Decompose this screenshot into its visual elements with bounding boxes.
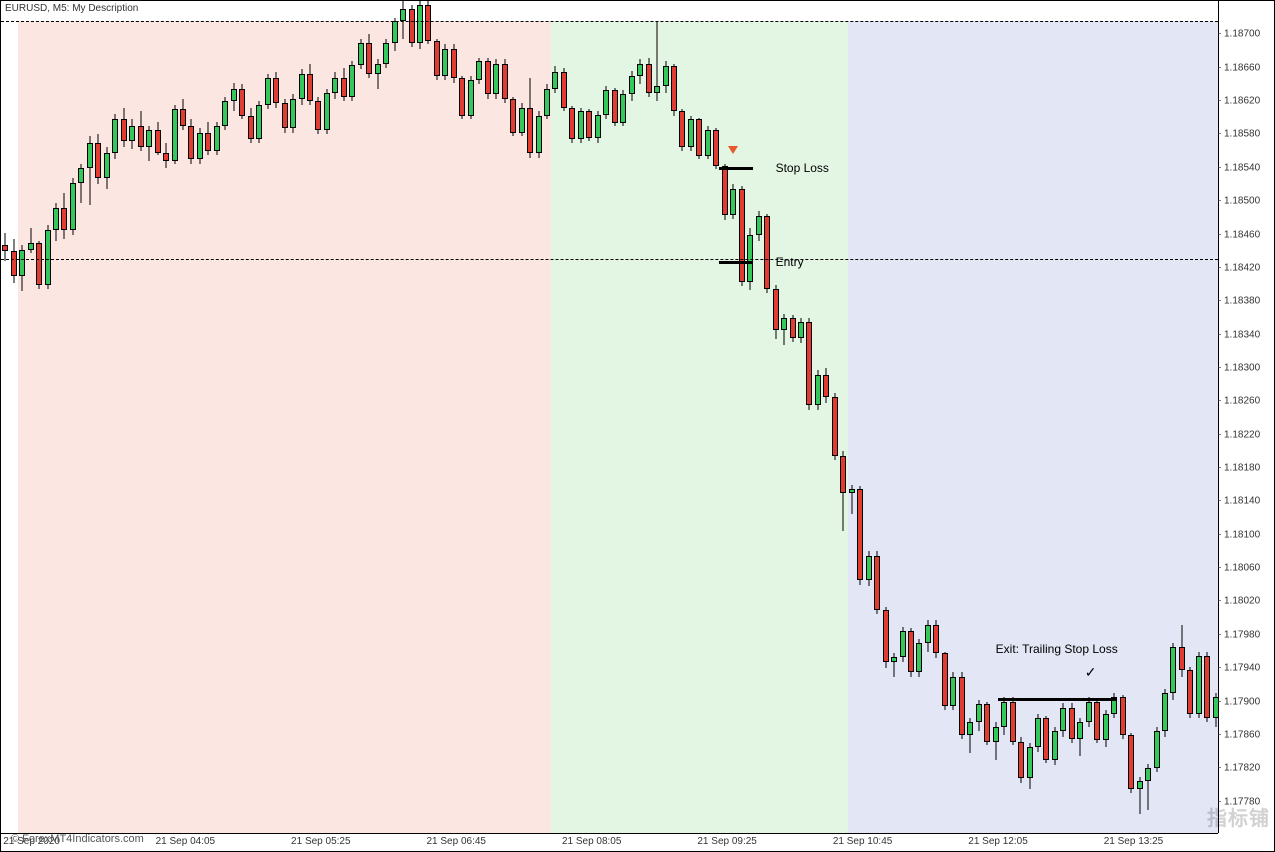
plot-area[interactable]: 1.187161.18431Stop LossEntryExit: Traili… — [1, 1, 1218, 833]
watermark: 指标铺 — [1207, 802, 1270, 831]
x-tick: 21 Sep 09:25 — [697, 836, 757, 847]
x-axis: 21 Sep 202021 Sep 04:0521 Sep 05:2521 Se… — [1, 833, 1218, 851]
y-tick: 1.18500 — [1218, 196, 1274, 207]
y-tick: 1.18620 — [1218, 96, 1274, 107]
x-tick: 21 Sep 12:05 — [968, 836, 1028, 847]
y-tick: 1.17860 — [1218, 729, 1274, 740]
x-tick: 21 Sep 13:25 — [1104, 836, 1164, 847]
y-tick: 1.18020 — [1218, 596, 1274, 607]
annotation-label: Stop Loss — [776, 161, 829, 175]
y-tick: 1.18580 — [1218, 129, 1274, 140]
chart-container: 1.187161.18431Stop LossEntryExit: Traili… — [0, 0, 1275, 852]
y-tick: 1.18700 — [1218, 29, 1274, 40]
y-tick: 1.18140 — [1218, 496, 1274, 507]
y-tick: 1.17900 — [1218, 696, 1274, 707]
y-tick: 1.18540 — [1218, 162, 1274, 173]
y-axis: 1.18700 1.18660 1.18620 1.18580 1.18540 1.185… — [1218, 1, 1274, 833]
check-icon: ✓ — [1085, 664, 1097, 681]
chart-title: EURUSD, M5: My Description — [5, 3, 138, 14]
y-tick: 1.18100 — [1218, 529, 1274, 540]
level-marker — [719, 261, 753, 264]
y-tick: 1.17820 — [1218, 763, 1274, 774]
y-tick: 1.18220 — [1218, 429, 1274, 440]
y-tick: 1.18060 — [1218, 563, 1274, 574]
horizontal-line — [1, 21, 1218, 22]
level-marker — [998, 698, 1117, 701]
signal-arrow-down-icon — [728, 146, 738, 154]
y-tick: 1.17980 — [1218, 629, 1274, 640]
y-tick: 1.18260 — [1218, 396, 1274, 407]
level-marker — [719, 167, 753, 170]
y-tick: 1.18340 — [1218, 329, 1274, 340]
y-tick: 1.18180 — [1218, 463, 1274, 474]
x-tick: 21 Sep 08:05 — [562, 836, 622, 847]
y-tick: 1.18300 — [1218, 362, 1274, 373]
annotation-label: Entry — [776, 255, 804, 269]
annotation-label: Exit: Trailing Stop Loss — [996, 642, 1118, 656]
y-tick: 1.18420 — [1218, 262, 1274, 273]
x-tick: 21 Sep 10:45 — [833, 836, 893, 847]
x-tick: 21 Sep 06:45 — [426, 836, 486, 847]
x-tick: 21 Sep 04:05 — [156, 836, 216, 847]
y-tick: 1.17940 — [1218, 663, 1274, 674]
copyright-label: © ForexMT4Indicators.com — [11, 833, 144, 845]
y-tick: 1.18460 — [1218, 229, 1274, 240]
y-tick: 1.18660 — [1218, 62, 1274, 73]
x-tick: 21 Sep 05:25 — [291, 836, 351, 847]
y-tick: 1.18380 — [1218, 296, 1274, 307]
horizontal-line — [1, 259, 1218, 260]
